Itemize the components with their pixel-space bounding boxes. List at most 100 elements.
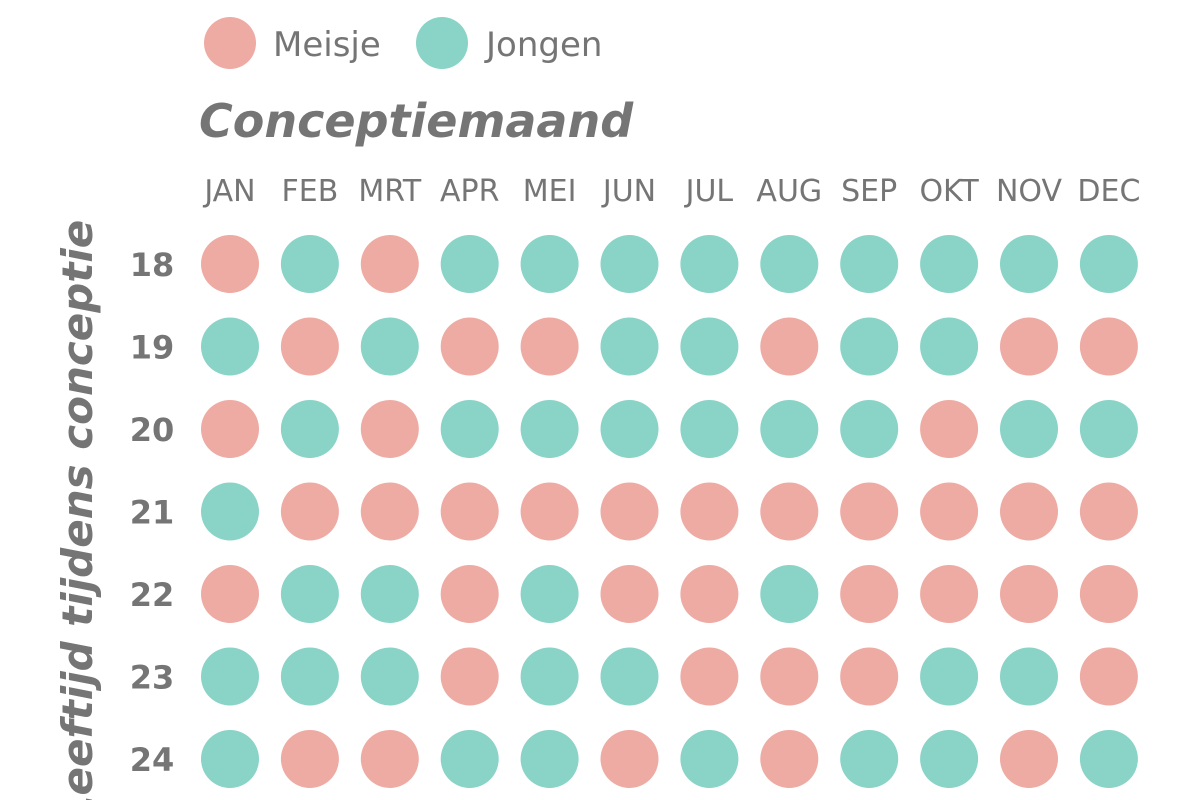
- cell-22-jun: [600, 565, 659, 623]
- cell-23-jan: [201, 647, 259, 706]
- month-label-feb: FEB: [282, 174, 339, 209]
- cell-24-feb: [280, 730, 339, 788]
- month-label-mrt: MRT: [358, 174, 422, 209]
- legend-label-jongen: Jongen: [484, 25, 602, 65]
- plot-area: [201, 235, 1138, 788]
- cell-19-feb: [280, 317, 339, 376]
- cell-18-aug: [760, 235, 819, 293]
- cell-21-okt: [920, 482, 979, 541]
- month-label-mei: MEI: [523, 174, 577, 209]
- cell-23-feb: [280, 647, 339, 706]
- cell-18-mrt: [360, 235, 419, 293]
- cell-22-mrt: [360, 565, 419, 623]
- cell-21-jul: [680, 482, 739, 541]
- cell-24-mrt: [360, 730, 419, 788]
- age-label-21: 21: [130, 494, 175, 532]
- month-label-jul: JUL: [684, 174, 734, 209]
- cell-22-aug: [760, 565, 819, 623]
- cell-21-feb: [280, 482, 339, 541]
- cell-23-apr: [440, 647, 499, 706]
- cell-24-mei: [520, 730, 579, 788]
- cell-18-apr: [440, 235, 499, 293]
- cell-21-jun: [600, 482, 659, 541]
- cell-18-nov: [1000, 235, 1058, 293]
- cell-22-feb: [280, 565, 339, 623]
- cell-24-jan: [201, 730, 259, 788]
- cell-22-nov: [1000, 565, 1058, 623]
- cell-21-nov: [1000, 482, 1058, 541]
- legend-swatch-meisje: [204, 17, 256, 69]
- cell-18-dec: [1079, 235, 1138, 293]
- cell-20-mrt: [360, 400, 419, 458]
- cell-18-sep: [840, 235, 899, 293]
- cell-19-jun: [600, 317, 659, 376]
- cell-19-jul: [680, 317, 739, 376]
- cell-21-jan: [201, 482, 259, 541]
- age-label-22: 22: [130, 576, 175, 614]
- cell-19-sep: [840, 317, 899, 376]
- cell-18-jul: [680, 235, 739, 293]
- cell-19-mrt: [360, 317, 419, 376]
- cell-21-mei: [520, 482, 579, 541]
- month-label-apr: APR: [440, 174, 499, 209]
- cell-18-jun: [600, 235, 659, 293]
- cell-19-nov: [1000, 317, 1058, 376]
- cell-23-nov: [1000, 647, 1058, 706]
- month-label-dec: DEC: [1077, 174, 1140, 209]
- cell-19-jan: [201, 317, 259, 376]
- cell-24-sep: [840, 730, 899, 788]
- age-label-23: 23: [130, 659, 175, 697]
- cell-21-aug: [760, 482, 819, 541]
- cell-20-okt: [920, 400, 979, 458]
- month-label-aug: AUG: [756, 174, 822, 209]
- cell-22-okt: [920, 565, 979, 623]
- cell-20-sep: [840, 400, 899, 458]
- cell-20-jan: [201, 400, 259, 458]
- cell-21-sep: [840, 482, 899, 541]
- cell-21-apr: [440, 482, 499, 541]
- cell-21-dec: [1079, 482, 1138, 541]
- legend-label-meisje: Meisje: [273, 25, 381, 65]
- cell-22-apr: [440, 565, 499, 623]
- cell-24-jun: [600, 730, 659, 788]
- month-label-sep: SEP: [841, 174, 897, 209]
- cell-23-mrt: [360, 647, 419, 706]
- cell-19-dec: [1079, 317, 1138, 376]
- cell-24-nov: [1000, 730, 1058, 788]
- cell-24-okt: [920, 730, 979, 788]
- cell-21-mrt: [360, 482, 419, 541]
- cell-20-apr: [440, 400, 499, 458]
- cell-18-mei: [520, 235, 579, 293]
- cell-24-aug: [760, 730, 819, 788]
- cell-19-okt: [920, 317, 979, 376]
- cell-22-sep: [840, 565, 899, 623]
- cell-24-jul: [680, 730, 739, 788]
- x-axis-labels: JAN FEB MRT APR MEI JUN JUL AUG SEP OKT NOV DEC: [202, 174, 1140, 209]
- cell-22-jan: [201, 565, 259, 623]
- cell-18-feb: [280, 235, 339, 293]
- cell-20-nov: [1000, 400, 1058, 458]
- cell-24-apr: [440, 730, 499, 788]
- cell-18-jan: [201, 235, 259, 293]
- cell-20-mei: [520, 400, 579, 458]
- legend: Meisje Jongen: [204, 17, 602, 69]
- cell-23-mei: [520, 647, 579, 706]
- cell-20-jul: [680, 400, 739, 458]
- month-label-okt: OKT: [919, 174, 979, 209]
- cell-22-mei: [520, 565, 579, 623]
- y-axis-title: Leeftijd tijdens conceptie: [53, 220, 102, 800]
- cell-24-dec: [1079, 730, 1138, 788]
- y-axis-labels: 18 19 20 21 22 23 24: [130, 246, 175, 779]
- cell-22-jul: [680, 565, 739, 623]
- legend-swatch-jongen: [416, 17, 468, 69]
- cell-18-okt: [920, 235, 979, 293]
- chart-title: Conceptiemaand: [199, 94, 634, 148]
- cell-19-mei: [520, 317, 579, 376]
- cell-23-dec: [1079, 647, 1138, 706]
- cell-20-aug: [760, 400, 819, 458]
- cell-23-jul: [680, 647, 739, 706]
- age-label-19: 19: [130, 329, 175, 367]
- cell-23-jun: [600, 647, 659, 706]
- age-label-20: 20: [130, 411, 175, 449]
